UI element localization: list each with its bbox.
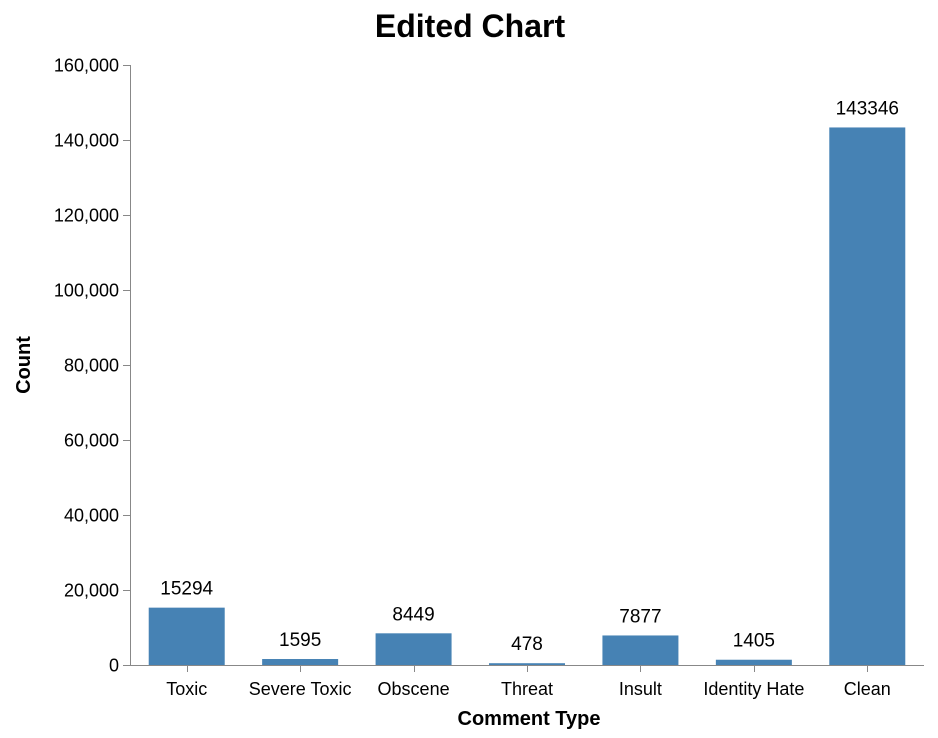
bar-value-label: 1595 — [279, 630, 321, 651]
bar-value-label: 478 — [511, 634, 543, 655]
x-tick-label: Insult — [619, 679, 662, 699]
x-axis: Toxic Severe Toxic Obscene Threat Insult Iden… — [130, 665, 924, 699]
bar[interactable] — [602, 635, 679, 665]
x-tick-label: Clean — [844, 679, 891, 699]
y-axis-title: Count — [13, 336, 35, 394]
bar-value-label: 15294 — [160, 579, 213, 600]
y-tick-label: 0 — [109, 656, 119, 676]
y-tick-label: 20,000 — [64, 581, 119, 601]
x-tick-label: Threat — [501, 679, 553, 699]
bar[interactable] — [715, 659, 792, 665]
bar[interactable] — [489, 663, 565, 665]
bars-group — [148, 127, 906, 665]
y-tick-label: 100,000 — [54, 281, 119, 301]
bar[interactable] — [375, 633, 452, 665]
bar[interactable] — [148, 607, 225, 665]
y-tick-label: 80,000 — [64, 356, 119, 376]
bar-labels-group: 15294 1595 8449 478 7877 1405 143346 — [160, 98, 899, 655]
y-axis: 0 20,000 40,000 60,000 80,000 100,000 120,000 1… — [54, 56, 131, 676]
y-tick-label: 40,000 — [64, 506, 119, 526]
bar-value-label: 143346 — [836, 98, 899, 119]
x-tick-label: Obscene — [378, 679, 450, 699]
x-axis-title: Comment Type — [458, 708, 601, 730]
bar[interactable] — [262, 659, 339, 665]
x-tick-label: Toxic — [166, 679, 207, 699]
y-tick-label: 140,000 — [54, 131, 119, 151]
y-tick-label: 120,000 — [54, 206, 119, 226]
y-tick-label: 60,000 — [64, 431, 119, 451]
bar-value-label: 1405 — [733, 631, 775, 652]
y-tick-label: 160,000 — [54, 56, 119, 76]
x-tick-label: Identity Hate — [703, 679, 804, 699]
x-tick-label: Severe Toxic — [249, 679, 352, 699]
bar-value-label: 8449 — [392, 604, 434, 625]
bar[interactable] — [829, 127, 906, 665]
bar-value-label: 7877 — [619, 606, 661, 627]
chart-title: Edited Chart — [375, 8, 566, 44]
